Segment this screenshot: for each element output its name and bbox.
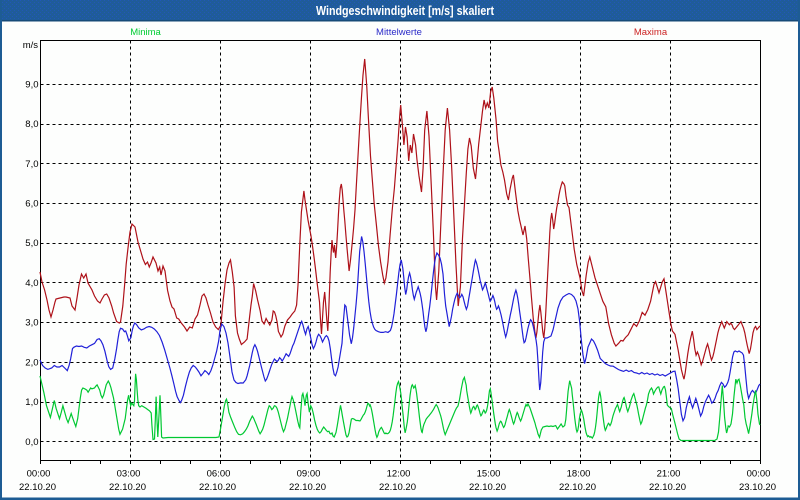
svg-text:8,0: 8,0 xyxy=(25,119,38,130)
svg-text:Minima: Minima xyxy=(130,27,161,38)
svg-text:2,0: 2,0 xyxy=(25,357,38,368)
svg-text:5,0: 5,0 xyxy=(25,238,38,249)
svg-text:22.10.20: 22.10.20 xyxy=(109,482,146,493)
svg-text:3,0: 3,0 xyxy=(25,318,38,329)
svg-text:Maxima: Maxima xyxy=(634,27,668,38)
svg-text:1,0: 1,0 xyxy=(25,397,38,408)
svg-text:21:00: 21:00 xyxy=(657,469,681,480)
svg-text:12:00: 12:00 xyxy=(387,469,411,480)
svg-text:23.10.20: 23.10.20 xyxy=(739,482,776,493)
svg-text:00:00: 00:00 xyxy=(27,469,51,480)
svg-text:03:00: 03:00 xyxy=(117,469,141,480)
svg-text:18:00: 18:00 xyxy=(567,469,591,480)
svg-text:22.10.20: 22.10.20 xyxy=(289,482,326,493)
svg-text:09:00: 09:00 xyxy=(297,469,321,480)
svg-text:22.10.20: 22.10.20 xyxy=(559,482,596,493)
svg-text:22.10.20: 22.10.20 xyxy=(649,482,686,493)
svg-text:6,0: 6,0 xyxy=(25,199,38,210)
svg-text:7,0: 7,0 xyxy=(25,159,38,170)
svg-text:06:00: 06:00 xyxy=(207,469,231,480)
svg-text:4,0: 4,0 xyxy=(25,278,38,289)
svg-text:00:00: 00:00 xyxy=(747,469,771,480)
svg-text:Mittelwerte: Mittelwerte xyxy=(376,27,422,38)
svg-text:m/s: m/s xyxy=(23,40,39,51)
svg-text:Windgeschwindigkeit [m/s] skal: Windgeschwindigkeit [m/s] skaliert xyxy=(316,4,495,18)
svg-text:22.10.20: 22.10.20 xyxy=(469,482,506,493)
svg-text:22.10.20: 22.10.20 xyxy=(379,482,416,493)
svg-text:22.10.20: 22.10.20 xyxy=(19,482,56,493)
svg-text:9,0: 9,0 xyxy=(25,79,38,90)
svg-text:0,0: 0,0 xyxy=(25,437,38,448)
svg-text:15:00: 15:00 xyxy=(477,469,501,480)
svg-text:22.10.20: 22.10.20 xyxy=(199,482,236,493)
